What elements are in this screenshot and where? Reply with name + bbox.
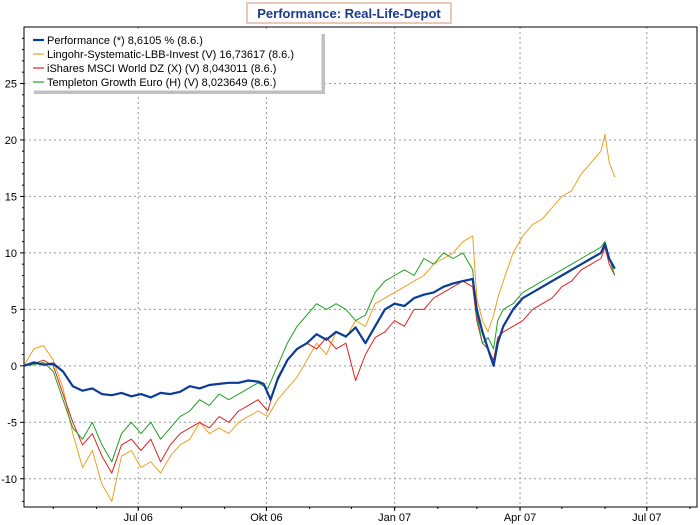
y-tick-label: 0 <box>11 361 17 373</box>
legend-label: Templeton Growth Euro (H) (V) 8,023649 (… <box>47 77 276 89</box>
x-tick-label: Apr 07 <box>504 512 536 524</box>
x-tick-label: Jan 07 <box>378 512 411 524</box>
legend-label: Lingohr-Systematic-LBB-Invest (V) 16,736… <box>47 49 294 61</box>
series-line-2 <box>23 246 616 474</box>
y-tick-label: -5 <box>7 417 17 429</box>
series-line-0 <box>23 242 616 401</box>
y-tick-label: 25 <box>5 78 17 90</box>
chart-title: Performance: Real-Life-Depot <box>257 5 441 21</box>
series-line-3 <box>23 241 616 463</box>
y-tick-label: -10 <box>1 474 17 486</box>
y-tick-label: 5 <box>11 304 17 316</box>
plot-area <box>24 27 697 507</box>
plot-border <box>23 26 698 508</box>
legend-box <box>29 29 322 91</box>
y-tick-label: 20 <box>5 135 17 147</box>
y-tick-label: 15 <box>5 191 17 203</box>
x-tick-label: Jul 06 <box>124 512 153 524</box>
chart-title-box: Performance: Real-Life-Depot <box>246 2 452 24</box>
y-tick-label: 10 <box>5 248 17 260</box>
x-tick-label: Okt 06 <box>250 512 282 524</box>
x-tick-label: Jul 07 <box>632 512 661 524</box>
legend-label: Performance (*) 8,6105 % (8.6.) <box>47 35 203 47</box>
legend-label: iShares MSCI World DZ (X) (V) 8,043011 (… <box>47 63 276 75</box>
